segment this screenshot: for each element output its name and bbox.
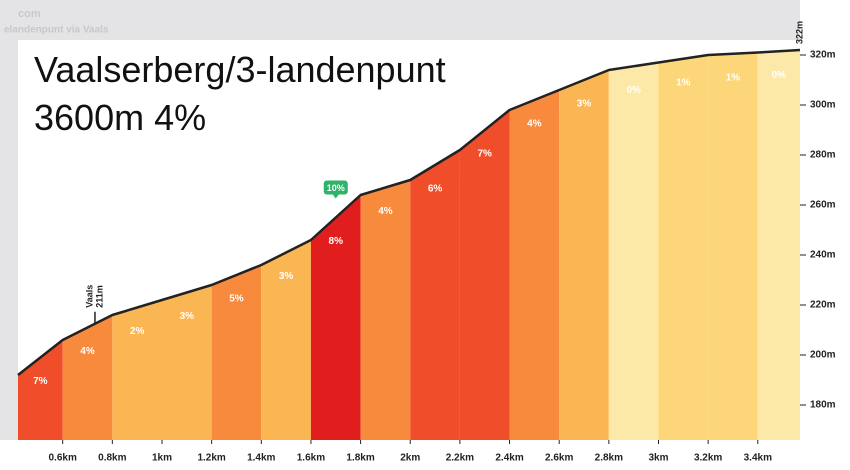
chart: com elandenpunt via Vaals 7% 4% 2% 3% 5% 3% 8%… [0, 0, 850, 470]
gradient-segment [559, 70, 609, 440]
watermark: com [18, 8, 41, 20]
y-tick-label: 300m [810, 100, 836, 111]
gradient-label: 4% [80, 346, 95, 357]
y-tick-label: 220m [810, 300, 836, 311]
y-tick-label: 320m [810, 50, 836, 61]
x-tick-label: 2.4km [495, 453, 523, 464]
x-tick-label: 2.6km [545, 453, 573, 464]
x-tick-label: 1.6km [297, 453, 325, 464]
y-tick-label: 180m [810, 400, 836, 411]
max-gradient-label: 10% [327, 183, 345, 193]
gradient-segment [609, 63, 659, 441]
x-tick-label: 3.2km [694, 453, 722, 464]
x-tick-label: 2.2km [446, 453, 474, 464]
gradient-label: 6% [428, 184, 443, 195]
gradient-label: 1% [676, 77, 691, 88]
y-tick-label: 280m [810, 150, 836, 161]
gradient-segment [361, 180, 411, 440]
gradient-label: 7% [33, 376, 48, 387]
gradient-label: 2% [130, 326, 145, 337]
gradient-segment [658, 55, 708, 440]
x-tick-label: 0.8km [98, 453, 126, 464]
gradient-label: 0% [772, 70, 787, 81]
gradient-segment [162, 285, 212, 440]
gradient-label: 4% [527, 119, 542, 130]
chart-subtitle: 3600m 4% [34, 97, 206, 138]
gradient-label: 4% [378, 206, 393, 217]
gradient-label: 3% [577, 99, 592, 110]
x-tick-label: 0.6km [49, 453, 77, 464]
gradient-label: 1% [726, 72, 741, 83]
marker-elevation: 211m [94, 285, 104, 308]
x-axis-band [0, 440, 850, 470]
gradient-label: 3% [180, 311, 195, 322]
watermark: elandenpunt via Vaals [4, 25, 109, 36]
x-tick-label: 3.4km [744, 453, 772, 464]
gradient-label: 3% [279, 271, 294, 282]
gradient-label: 7% [477, 149, 492, 160]
x-tick-label: 1.2km [197, 453, 225, 464]
x-tick-label: 1.8km [346, 453, 374, 464]
y-tick-label: 240m [810, 250, 836, 261]
y-tick-label: 260m [810, 200, 836, 211]
x-tick-label: 2km [400, 453, 420, 464]
x-tick-label: 1.4km [247, 453, 275, 464]
chart-title: Vaalserberg/3-landenpunt [34, 49, 446, 90]
x-tick-label: 2.8km [595, 453, 623, 464]
gradient-segment [758, 50, 800, 440]
gradient-segment [708, 53, 758, 441]
gradient-label: 8% [329, 236, 344, 247]
gradient-segment [112, 300, 162, 440]
gradient-segment [212, 265, 262, 440]
gradient-segment [261, 240, 311, 440]
x-tick-label: 1km [152, 453, 172, 464]
gradient-segment [510, 90, 560, 440]
x-tick-label: 3km [648, 453, 668, 464]
y-tick-label: 200m [810, 350, 836, 361]
gradient-label: 5% [229, 294, 244, 305]
gradient-label: 0% [626, 85, 641, 96]
marker-label: Vaals [84, 285, 94, 308]
peak-label: 322m [794, 21, 804, 44]
